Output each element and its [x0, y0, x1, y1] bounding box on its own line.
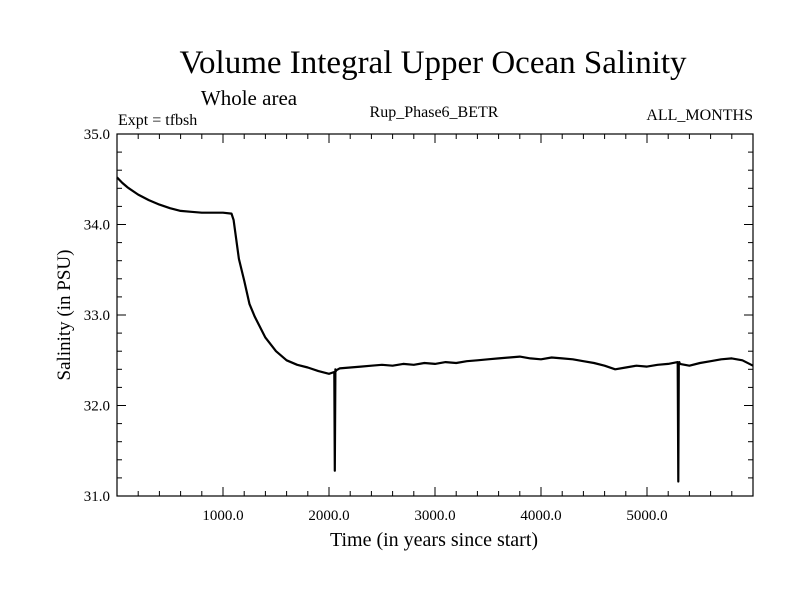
x-tick-label: 3000.0 — [414, 508, 455, 524]
x-tick-label: 2000.0 — [308, 508, 349, 524]
experiment-label: Expt = tfbsh — [118, 112, 197, 129]
plot-frame — [116, 133, 754, 497]
y-tick-label: 31.0 — [84, 489, 110, 505]
y-tick-label: 33.0 — [84, 308, 110, 324]
x-tick-label: 1000.0 — [202, 508, 243, 524]
y-axis-ticks: 31.0 32.0 33.0 34.0 35.0 — [84, 127, 753, 505]
y-tick-label: 35.0 — [84, 127, 110, 143]
y-tick-label: 34.0 — [84, 218, 110, 234]
x-axis-ticks: 1000.0 2000.0 3000.0 4000.0 5000.0 — [137, 134, 733, 524]
chart-subtitle: Whole area — [201, 86, 298, 110]
run-label: Rup_Phase6_BETR — [370, 104, 499, 121]
x-tick-label: 4000.0 — [520, 508, 561, 524]
salinity-series-line — [116, 176, 754, 483]
x-axis-label: Time (in years since start) — [330, 529, 538, 551]
y-axis-label: Salinity (in PSU) — [54, 250, 75, 381]
chart-title: Volume Integral Upper Ocean Salinity — [179, 45, 687, 81]
months-label: ALL_MONTHS — [646, 107, 753, 124]
y-tick-label: 32.0 — [84, 399, 110, 415]
x-tick-label: 5000.0 — [626, 508, 667, 524]
